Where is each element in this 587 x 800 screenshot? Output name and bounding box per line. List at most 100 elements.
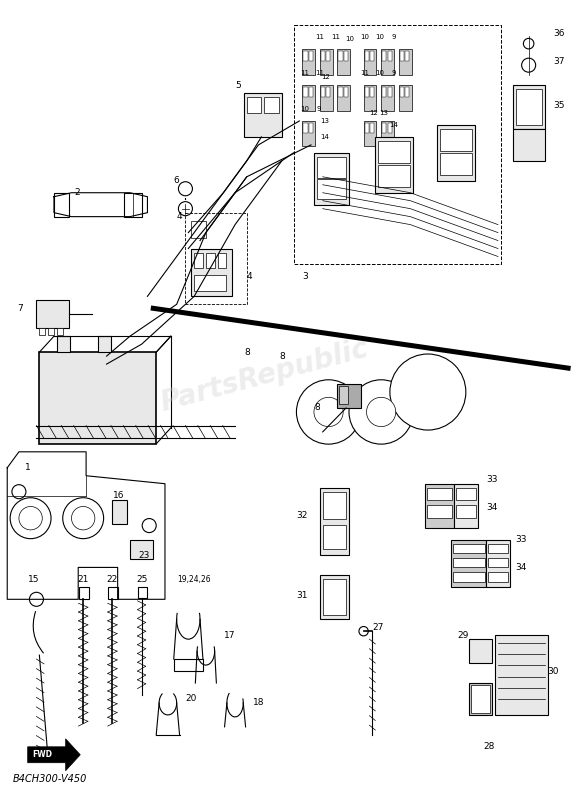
Text: 9: 9 <box>316 106 321 112</box>
Bar <box>79 587 89 599</box>
Bar <box>302 50 315 74</box>
Bar <box>344 51 348 61</box>
Bar <box>339 51 343 61</box>
Text: 11: 11 <box>315 34 324 40</box>
Circle shape <box>178 182 193 196</box>
Text: 23: 23 <box>139 551 150 560</box>
Text: 15: 15 <box>28 575 39 584</box>
Circle shape <box>12 485 26 498</box>
Text: 35: 35 <box>554 101 565 110</box>
Text: 12: 12 <box>321 74 330 80</box>
Bar <box>387 86 392 97</box>
Circle shape <box>366 398 396 426</box>
Circle shape <box>72 506 95 530</box>
Bar <box>321 51 325 61</box>
Bar <box>48 328 54 334</box>
Text: 8: 8 <box>314 403 320 413</box>
Text: 19,24,26: 19,24,26 <box>177 575 211 584</box>
Text: FWD: FWD <box>32 750 52 759</box>
Text: 28: 28 <box>484 742 495 751</box>
Bar <box>453 558 484 567</box>
Bar <box>338 384 360 408</box>
Text: 27: 27 <box>373 622 384 632</box>
Text: 22: 22 <box>107 575 118 584</box>
Bar <box>191 249 232 296</box>
Bar <box>370 122 374 133</box>
Bar <box>399 85 411 110</box>
Bar <box>365 51 369 61</box>
Text: 29: 29 <box>457 630 468 640</box>
Circle shape <box>10 498 51 538</box>
Text: 10: 10 <box>376 34 384 40</box>
Text: 25: 25 <box>136 575 147 584</box>
Circle shape <box>142 518 156 533</box>
Text: 4: 4 <box>247 272 252 281</box>
Bar <box>440 153 472 175</box>
Bar <box>363 121 376 146</box>
Bar <box>309 86 313 97</box>
Bar <box>382 51 386 61</box>
Bar <box>194 275 227 290</box>
Text: 33: 33 <box>515 535 527 544</box>
Bar <box>206 253 215 269</box>
Text: 13: 13 <box>320 118 329 124</box>
Text: 31: 31 <box>296 591 308 600</box>
Bar <box>309 51 313 61</box>
Circle shape <box>63 498 104 538</box>
Bar <box>303 51 308 61</box>
Bar <box>302 121 315 146</box>
Bar <box>456 488 476 501</box>
Bar <box>488 543 508 553</box>
Bar <box>365 86 369 97</box>
Bar <box>36 300 69 328</box>
Bar <box>451 539 486 587</box>
Bar <box>323 525 346 549</box>
Bar <box>174 659 203 671</box>
Bar <box>194 253 203 269</box>
Text: 11: 11 <box>360 70 369 76</box>
Bar <box>54 193 69 217</box>
Text: 21: 21 <box>77 575 89 584</box>
Bar <box>378 141 410 163</box>
Circle shape <box>359 626 368 636</box>
Text: 5: 5 <box>235 81 241 90</box>
Text: 9: 9 <box>392 34 396 40</box>
Bar <box>370 86 374 97</box>
Bar <box>515 89 542 125</box>
Bar <box>405 51 409 61</box>
Bar <box>399 50 411 74</box>
Bar <box>112 500 127 523</box>
Text: 11: 11 <box>315 70 324 76</box>
Text: 3: 3 <box>302 272 308 281</box>
Circle shape <box>19 506 42 530</box>
Bar <box>57 328 63 334</box>
Text: 14: 14 <box>390 122 399 128</box>
Bar <box>39 352 156 444</box>
Bar <box>365 122 369 133</box>
Bar <box>338 85 350 110</box>
Circle shape <box>178 202 193 216</box>
Bar <box>309 122 313 133</box>
Bar <box>456 506 476 518</box>
Bar <box>314 153 349 205</box>
Text: 4: 4 <box>177 212 183 221</box>
Text: 10: 10 <box>346 36 355 42</box>
Text: 36: 36 <box>554 29 565 38</box>
Bar <box>338 50 350 74</box>
Text: 10: 10 <box>376 70 384 76</box>
Bar <box>39 328 45 334</box>
Bar <box>378 165 410 187</box>
Text: 7: 7 <box>17 304 23 313</box>
Circle shape <box>349 380 413 444</box>
Text: 37: 37 <box>554 57 565 66</box>
Bar <box>512 129 545 161</box>
Bar <box>320 85 333 110</box>
Bar <box>453 543 484 553</box>
Bar <box>302 85 315 110</box>
Bar <box>387 51 392 61</box>
Bar <box>339 386 348 404</box>
Bar <box>382 86 386 97</box>
Bar <box>454 484 478 527</box>
Bar <box>137 587 147 598</box>
Bar <box>471 686 490 713</box>
